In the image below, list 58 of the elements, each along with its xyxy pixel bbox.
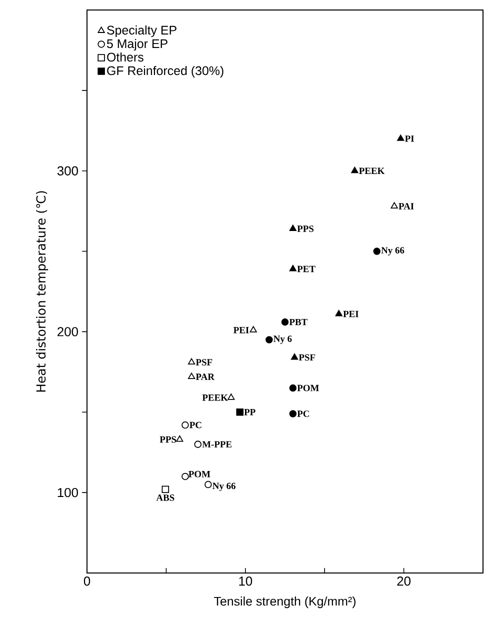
x-tick-label: 0 xyxy=(84,576,90,586)
annotation: PET xyxy=(297,266,316,272)
point xyxy=(397,134,404,141)
y-tick-label: 100 xyxy=(58,488,78,498)
y-axis-title: Heat distortion temperature (℃) xyxy=(36,191,48,392)
annotation: PSF xyxy=(298,354,316,361)
annotation: Ny 66 xyxy=(212,482,236,492)
point xyxy=(188,358,196,365)
legend-label: Specialty EP xyxy=(107,25,176,38)
annotation: POM xyxy=(188,470,210,478)
annotation: PAI xyxy=(398,203,414,210)
point xyxy=(204,480,212,488)
point xyxy=(194,440,202,448)
point xyxy=(228,394,235,400)
point xyxy=(351,166,358,174)
point xyxy=(250,326,257,332)
point xyxy=(335,310,342,316)
y-tick-label: 300 xyxy=(57,166,78,176)
x-tick-label: 10 xyxy=(239,576,252,586)
y-tick-label: 200 xyxy=(58,327,78,336)
annotation: M-PPE xyxy=(202,441,232,448)
annotation: PBT xyxy=(289,318,308,326)
point xyxy=(289,384,297,392)
point xyxy=(290,353,298,360)
annotation: PEI xyxy=(343,310,358,318)
annotation: PI xyxy=(404,136,414,142)
x-tick-label: 20 xyxy=(397,576,411,586)
point xyxy=(289,264,296,272)
point xyxy=(289,410,297,418)
annotation: PSF xyxy=(196,359,212,366)
annotation: PPS xyxy=(160,436,176,443)
annotation: Ny 6 xyxy=(274,336,292,344)
point xyxy=(236,408,244,416)
point xyxy=(188,372,196,379)
point xyxy=(289,224,296,232)
x-axis-title: Tensile strength (Kg/mm²) xyxy=(214,596,356,608)
annotation: PAR xyxy=(196,374,215,380)
point xyxy=(182,421,189,429)
annotation: POM xyxy=(297,384,319,392)
legend-label: 5 Major EP xyxy=(106,38,168,51)
point xyxy=(266,336,273,344)
point xyxy=(390,202,398,208)
point xyxy=(176,435,184,442)
annotation: PP xyxy=(244,409,256,416)
legend-label: GF Reinforced (30%) xyxy=(107,66,224,78)
point xyxy=(281,318,289,326)
legend-label: Others xyxy=(107,52,144,62)
annotation: PPS xyxy=(297,226,314,232)
annotation: PEEK xyxy=(202,394,228,401)
annotation: PC xyxy=(190,422,202,428)
point xyxy=(182,472,189,480)
point xyxy=(162,486,170,493)
point xyxy=(373,248,381,255)
annotation: PEEK xyxy=(359,168,385,174)
annotation: Ny 66 xyxy=(381,247,404,256)
annotation: PEI xyxy=(234,327,249,334)
annotation: PC xyxy=(297,410,309,417)
annotation: ABS xyxy=(156,494,174,501)
